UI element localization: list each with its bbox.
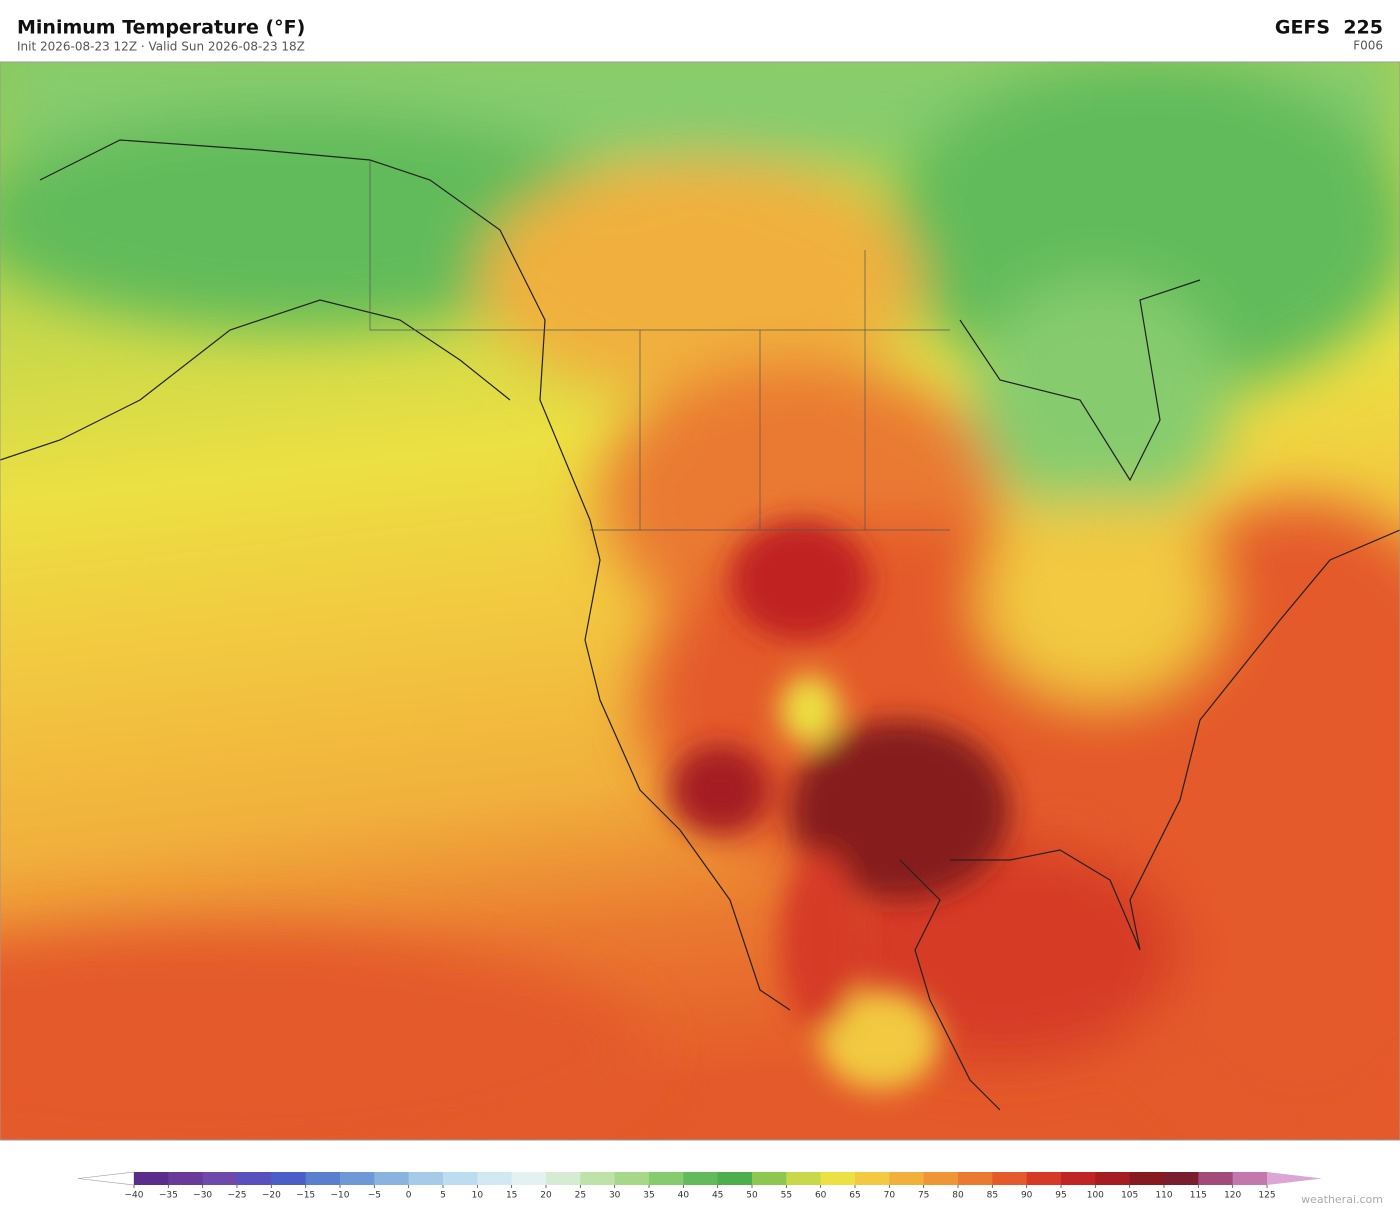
colorbar-segment bbox=[477, 1172, 513, 1185]
map-frame bbox=[0, 61, 1400, 1141]
colorbar-tick-label: 5 bbox=[440, 1191, 446, 1201]
colorbar-tick-label: 25 bbox=[575, 1191, 586, 1201]
colorbar-tick-label: −20 bbox=[262, 1191, 281, 1201]
colorbar-segment bbox=[134, 1172, 169, 1185]
colorbar-tick-label: 125 bbox=[1258, 1191, 1275, 1201]
watermark: weatherai.com bbox=[1301, 1193, 1383, 1206]
colorbar-tick-label: 45 bbox=[712, 1191, 723, 1201]
colorbar-tick-label: −15 bbox=[296, 1191, 315, 1201]
colorbar-segment bbox=[1061, 1172, 1096, 1185]
subtitle: Init 2026-08-23 12Z · Valid Sun 2026-08-… bbox=[17, 40, 305, 54]
colorbar-segment bbox=[1198, 1172, 1234, 1185]
colorbar-segment bbox=[889, 1172, 925, 1185]
colorbar-segment bbox=[1129, 1172, 1165, 1185]
colorbar-tick-label: 55 bbox=[781, 1191, 792, 1201]
colorbar-segment bbox=[443, 1172, 478, 1185]
colorbar-segment bbox=[546, 1172, 581, 1185]
colorbar-tick-label: 35 bbox=[643, 1191, 654, 1201]
colorbar-segment bbox=[855, 1172, 890, 1185]
colorbar-segment bbox=[1232, 1172, 1268, 1185]
title: Minimum Temperature (°F) bbox=[17, 17, 305, 39]
colorbar-tick-label: 105 bbox=[1121, 1191, 1138, 1201]
colorbar-tick-label: 75 bbox=[918, 1191, 929, 1201]
colorbar-under bbox=[77, 1171, 135, 1186]
colorbar-segment bbox=[511, 1172, 547, 1185]
colorbar-tick-label: −30 bbox=[193, 1191, 212, 1201]
colorbar-tick-label: 40 bbox=[678, 1191, 690, 1201]
colorbar-segment bbox=[958, 1172, 993, 1185]
colorbar-tick-label: −35 bbox=[159, 1191, 178, 1201]
colorbar-segment bbox=[649, 1172, 684, 1185]
colorbar-segment bbox=[1164, 1172, 1199, 1185]
colorbar-segment bbox=[992, 1172, 1028, 1185]
colorbar-segment bbox=[1026, 1172, 1062, 1185]
colorbar-segment bbox=[408, 1172, 444, 1185]
colorbar-over bbox=[1267, 1172, 1322, 1185]
colorbar-segment bbox=[340, 1172, 375, 1185]
colorbar-segment bbox=[1095, 1172, 1131, 1185]
colorbar-segment bbox=[168, 1172, 204, 1185]
colorbar-segment bbox=[820, 1172, 856, 1185]
colorbar-tick-label: 115 bbox=[1190, 1191, 1207, 1201]
map bbox=[0, 62, 1400, 1140]
colorbar-tick-label: 120 bbox=[1224, 1191, 1241, 1201]
colorbar-tick-label: −5 bbox=[368, 1191, 381, 1201]
colorbar: −40 −35 −30 −25 −20 −15 −10 −5 0 5 10 15 20 25 30 35 40 4… bbox=[77, 1171, 1322, 1201]
colorbar-tick-label: 15 bbox=[506, 1191, 517, 1201]
colorbar-segment bbox=[202, 1172, 238, 1185]
colorbar-tick-label: 95 bbox=[1055, 1191, 1066, 1201]
colorbar-segment bbox=[237, 1172, 272, 1185]
colorbar-segment bbox=[683, 1172, 719, 1185]
colorbar-tick-label: 30 bbox=[609, 1191, 621, 1201]
model-label: GEFS 225 bbox=[1275, 17, 1383, 39]
colorbar-tick-label: 80 bbox=[952, 1191, 964, 1201]
forecast-hour: F006 bbox=[1353, 39, 1383, 53]
colorbar-tick-label: −40 bbox=[125, 1191, 144, 1201]
colorbar-segment bbox=[923, 1172, 959, 1185]
colorbar-segment bbox=[580, 1172, 616, 1185]
colorbar-tick-label: 70 bbox=[884, 1191, 896, 1201]
colorbar-segment bbox=[271, 1172, 307, 1185]
colorbar-segment bbox=[752, 1172, 787, 1185]
colorbar-tick-label: −25 bbox=[228, 1191, 247, 1201]
colorbar-tick-label: 20 bbox=[540, 1191, 552, 1201]
colorbar-tick-label: 90 bbox=[1021, 1191, 1033, 1201]
colorbar-tick-label: 10 bbox=[472, 1191, 484, 1201]
colorbar-segment bbox=[305, 1172, 341, 1185]
colorbar-tick-label: 85 bbox=[987, 1191, 998, 1201]
colorbar-segment bbox=[374, 1172, 410, 1185]
colorbar-tick-label: 110 bbox=[1155, 1191, 1172, 1201]
colorbar-segment bbox=[614, 1172, 650, 1185]
colorbar-tick-label: 100 bbox=[1087, 1191, 1104, 1201]
colorbar-tick-label: 0 bbox=[406, 1191, 412, 1201]
colorbar-segment bbox=[717, 1172, 753, 1185]
colorbar-tick-label: 60 bbox=[815, 1191, 827, 1201]
colorbar-tick-label: 50 bbox=[746, 1191, 758, 1201]
colorbar-tick-label: 65 bbox=[849, 1191, 860, 1201]
colorbar-tick-label: −10 bbox=[331, 1191, 350, 1201]
colorbar-segment bbox=[786, 1172, 822, 1185]
